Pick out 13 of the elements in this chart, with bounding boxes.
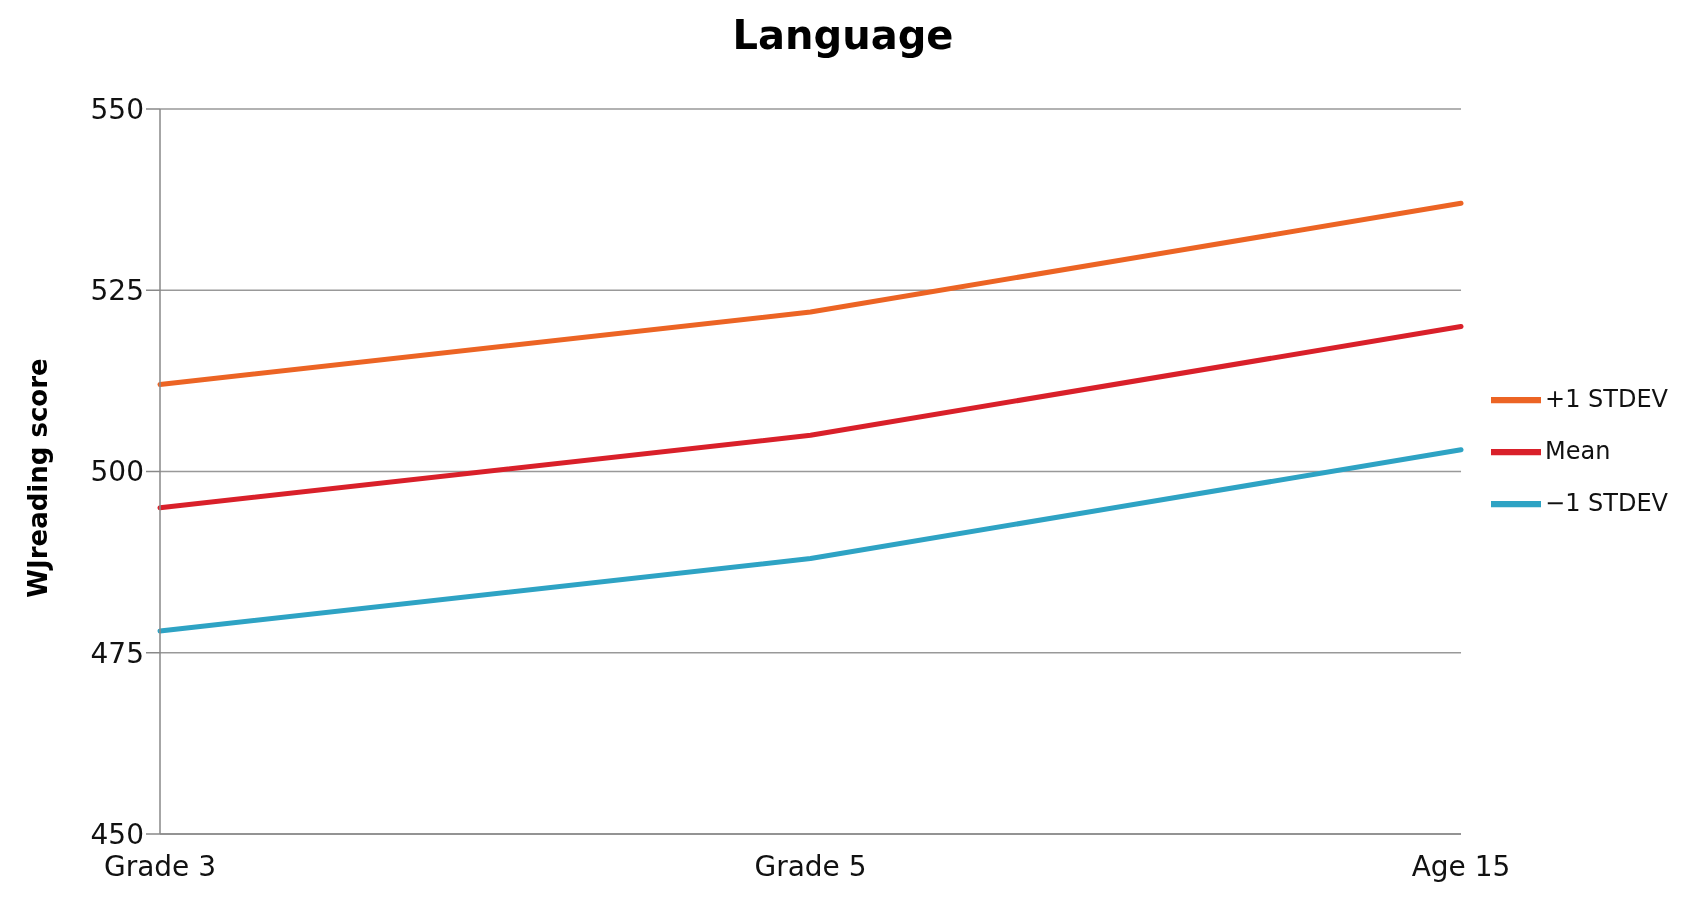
y-tick-label: 525	[90, 274, 144, 308]
y-tick-label: 475	[90, 636, 144, 670]
legend-label: +1 STDEV	[1545, 385, 1668, 413]
x-tick-label: Grade 5	[754, 849, 867, 883]
legend-label: Mean	[1545, 437, 1611, 465]
y-tick-label: 450	[90, 817, 144, 851]
chart-title: Language	[731, 12, 955, 58]
x-tick-label: Grade 3	[103, 849, 217, 883]
y-axis-title: WJreading score	[23, 358, 53, 598]
x-tick-label: Age 15	[1411, 849, 1511, 883]
y-tick-label: 550	[90, 92, 144, 126]
y-tick-label: 500	[90, 455, 144, 489]
legend-label: −1 STDEV	[1545, 489, 1668, 517]
